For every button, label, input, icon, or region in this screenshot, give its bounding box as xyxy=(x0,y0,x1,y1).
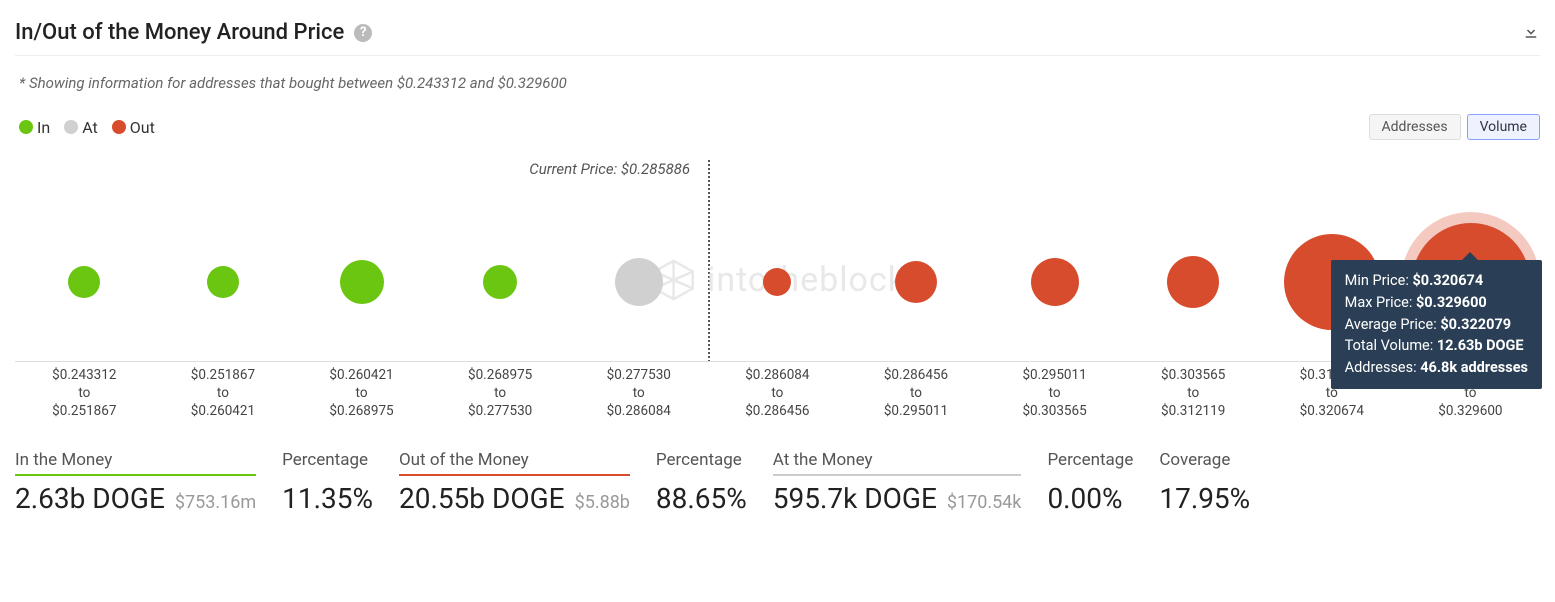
legend-dot xyxy=(112,120,126,134)
toggle-addresses[interactable]: Addresses xyxy=(1369,114,1461,140)
tooltip: Min Price: $0.320674Max Price: $0.329600… xyxy=(1331,260,1542,389)
title-text: In/Out of the Money Around Price xyxy=(15,20,344,45)
legend-item[interactable]: Out xyxy=(112,118,155,137)
axis-label: $0.277530to$0.286084 xyxy=(569,366,708,420)
bubble-slot[interactable] xyxy=(570,202,709,361)
bubble-slot[interactable] xyxy=(154,202,293,361)
bubble[interactable] xyxy=(68,266,100,298)
legend-label: At xyxy=(82,118,98,137)
summary-label: Percentage xyxy=(1047,450,1133,476)
bubble-slot[interactable] xyxy=(15,202,154,361)
summary-value: 17.95% xyxy=(1159,482,1250,515)
legend-dot xyxy=(19,120,33,134)
x-axis: $0.243312to$0.251867$0.251867to$0.260421… xyxy=(15,366,1540,420)
toggle-group: AddressesVolume xyxy=(1369,114,1540,140)
axis-label: $0.243312to$0.251867 xyxy=(15,366,154,420)
page-title: In/Out of the Money Around Price ? xyxy=(15,20,372,45)
legend-label: In xyxy=(37,118,50,137)
divider-line xyxy=(15,55,1540,56)
bubble-slot[interactable] xyxy=(847,202,986,361)
bubble-slot[interactable] xyxy=(292,202,431,361)
summary-value: 595.7k DOGE$170.54k xyxy=(773,482,1022,515)
summary-value: 88.65% xyxy=(656,482,747,515)
bubble-slot[interactable] xyxy=(708,202,847,361)
summary-block: At the Money 595.7k DOGE$170.54k xyxy=(773,450,1040,515)
header: In/Out of the Money Around Price ? xyxy=(15,20,1540,45)
axis-label: $0.260421to$0.268975 xyxy=(292,366,431,420)
axis-label: $0.251867to$0.260421 xyxy=(154,366,293,420)
summary-block: Percentage 0.00% xyxy=(1047,450,1151,515)
summary-block: Percentage 88.65% xyxy=(656,450,765,515)
summary-label: Coverage xyxy=(1159,450,1250,476)
bubble[interactable] xyxy=(1031,258,1079,306)
summary-value: 20.55b DOGE$5.88b xyxy=(399,482,630,515)
summary-value: 2.63b DOGE$753.16m xyxy=(15,482,256,515)
download-icon[interactable] xyxy=(1522,22,1540,44)
bubble[interactable] xyxy=(1167,256,1219,308)
bubble[interactable] xyxy=(207,266,239,298)
axis-label: $0.303565to$0.312119 xyxy=(1124,366,1263,420)
subtitle: * Showing information for addresses that… xyxy=(15,74,1540,92)
bubble[interactable] xyxy=(483,265,517,299)
bubble-slot[interactable] xyxy=(431,202,570,361)
summary-label: Percentage xyxy=(656,450,747,476)
bubble-chart: Current Price: $0.285886 intotheblock $0… xyxy=(15,160,1540,420)
axis-label: $0.268975to$0.277530 xyxy=(431,366,570,420)
legend-item[interactable]: In xyxy=(19,118,50,137)
summary-block: Out of the Money 20.55b DOGE$5.88b xyxy=(399,450,648,515)
legend-label: Out xyxy=(130,118,155,137)
summary-label: Percentage xyxy=(282,450,373,476)
legend-toggle-row: In At Out AddressesVolume xyxy=(15,114,1540,140)
summary-value: 0.00% xyxy=(1047,482,1133,515)
bubble[interactable] xyxy=(895,261,937,303)
bubble[interactable] xyxy=(615,258,663,306)
summary-block: Percentage 11.35% xyxy=(282,450,391,515)
current-price-label: Current Price: $0.285886 xyxy=(529,160,708,178)
toggle-volume[interactable]: Volume xyxy=(1467,114,1540,140)
axis-label: $0.295011to$0.303565 xyxy=(985,366,1124,420)
summary-label: In the Money xyxy=(15,450,256,476)
summary-value: 11.35% xyxy=(282,482,373,515)
summary-block: Coverage 17.95% xyxy=(1159,450,1268,515)
bubble-slot[interactable] xyxy=(1124,202,1263,361)
summary-row: In the Money 2.63b DOGE$753.16m Percentage… xyxy=(15,450,1540,515)
legend: In At Out xyxy=(15,118,161,137)
bubble[interactable] xyxy=(763,268,791,296)
bubble-slot[interactable] xyxy=(985,202,1124,361)
help-icon[interactable]: ? xyxy=(354,24,372,42)
legend-dot xyxy=(64,120,78,134)
summary-block: In the Money 2.63b DOGE$753.16m xyxy=(15,450,274,515)
summary-label: At the Money xyxy=(773,450,1022,476)
axis-label: $0.286456to$0.295011 xyxy=(847,366,986,420)
bubble[interactable] xyxy=(340,260,384,304)
legend-item[interactable]: At xyxy=(64,118,98,137)
summary-label: Out of the Money xyxy=(399,450,630,476)
bubbles-area xyxy=(15,202,1540,362)
axis-label: $0.286084to$0.286456 xyxy=(708,366,847,420)
